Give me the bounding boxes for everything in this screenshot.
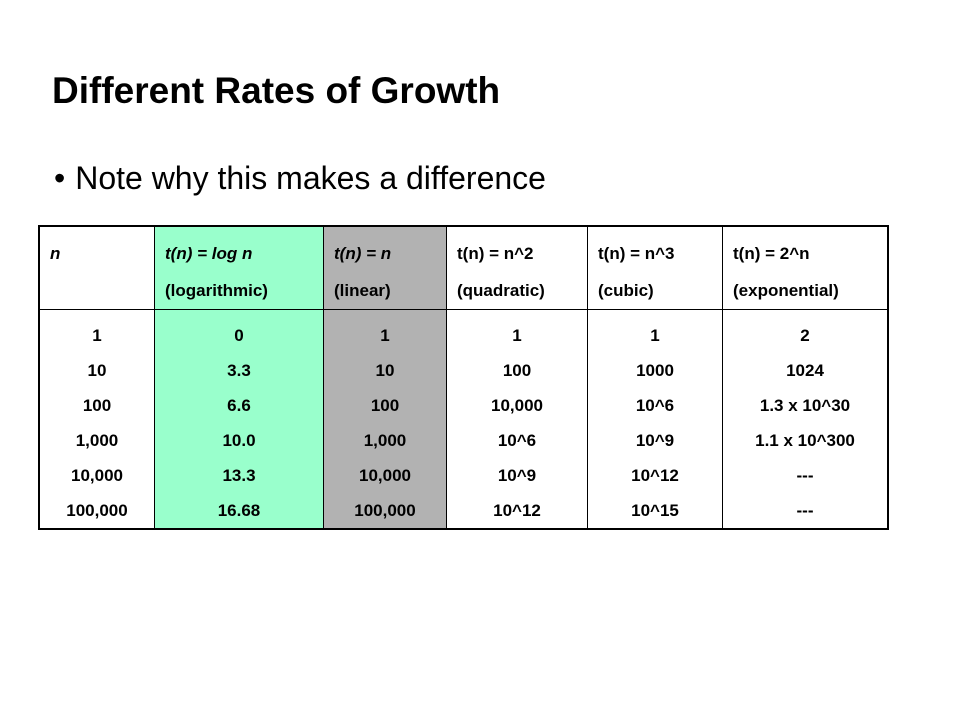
n-value: 100 [82,396,112,415]
exponential-value: 1024 [786,361,824,380]
growth-rate-table: n t(n) = log n (logarithmic) t(n) = n (l… [38,225,889,530]
header-linear-formula: t(n) = n [334,244,392,263]
header-quadratic-sub: (quadratic) [457,281,545,300]
bullet-marker: • [54,160,66,196]
cubic-value: 10^6 [635,396,675,415]
exponential-value: --- [796,466,814,485]
cubic-value: 10^9 [635,431,675,450]
table-values-row: 1 10 100 1,000 10,000 100,000 0 3.3 6.6 … [38,309,889,530]
bullet-point: • Note why this makes a difference [54,160,546,197]
quadratic-values-cell: 1 100 10,000 10^6 10^9 10^12 [446,309,588,530]
header-log-formula: t(n) = log n [165,244,253,263]
exponential-value: 1.1 x 10^300 [755,431,855,450]
header-exponential-formula: t(n) = 2^n [733,244,810,263]
log-value: 13.3 [222,466,256,485]
cubic-value: 1 [650,326,660,345]
header-cubic: t(n) = n^3 (cubic) [587,225,723,310]
header-exponential-sub: (exponential) [733,281,839,300]
cubic-value: 10^15 [631,501,679,520]
header-linear-sub: (linear) [334,281,391,300]
quadratic-value: 100 [502,361,532,380]
exponential-value: --- [796,501,814,520]
logarithmic-values-cell: 0 3.3 6.6 10.0 13.3 16.68 [154,309,324,530]
n-value: 10 [87,361,107,380]
header-logarithmic: t(n) = log n (logarithmic) [154,225,324,310]
table-header-row: n t(n) = log n (logarithmic) t(n) = n (l… [38,225,889,310]
header-exponential: t(n) = 2^n (exponential) [722,225,889,310]
log-value: 10.0 [222,431,256,450]
header-quadratic-formula: t(n) = n^2 [457,244,534,263]
linear-value: 10,000 [359,466,411,485]
exponential-value: 1.3 x 10^30 [759,396,851,415]
exponential-values-cell: 2 1024 1.3 x 10^30 1.1 x 10^300 --- --- [722,309,889,530]
header-n: n [38,225,155,310]
slide-title: Different Rates of Growth [52,70,501,111]
quadratic-value: 10^6 [497,431,537,450]
n-value: 1,000 [75,431,119,450]
linear-value: 1 [380,326,390,345]
header-log-sub: (logarithmic) [165,281,268,300]
header-quadratic: t(n) = n^2 (quadratic) [446,225,588,310]
linear-value: 1,000 [363,431,407,450]
linear-value: 100 [370,396,400,415]
header-n-label: n [50,244,61,263]
n-values-cell: 1 10 100 1,000 10,000 100,000 [38,309,155,530]
n-value: 100,000 [66,501,128,520]
cubic-value: 1000 [636,361,674,380]
header-cubic-formula: t(n) = n^3 [598,244,675,263]
quadratic-value: 1 [512,326,522,345]
n-value: 1 [92,326,102,345]
cubic-values-cell: 1 1000 10^6 10^9 10^12 10^15 [587,309,723,530]
exponential-value: 2 [800,326,810,345]
log-value: 16.68 [217,501,261,520]
cubic-value: 10^12 [631,466,679,485]
header-linear: t(n) = n (linear) [323,225,447,310]
n-value: 10,000 [71,466,123,485]
linear-value: 100,000 [354,501,416,520]
log-value: 6.6 [227,396,251,415]
quadratic-value: 10,000 [491,396,543,415]
linear-values-cell: 1 10 100 1,000 10,000 100,000 [323,309,447,530]
log-value: 3.3 [227,361,251,380]
quadratic-value: 10^9 [497,466,537,485]
bullet-text: Note why this makes a difference [75,160,546,196]
linear-value: 10 [375,361,395,380]
log-value: 0 [234,326,244,345]
header-cubic-sub: (cubic) [598,281,654,300]
quadratic-value: 10^12 [493,501,541,520]
